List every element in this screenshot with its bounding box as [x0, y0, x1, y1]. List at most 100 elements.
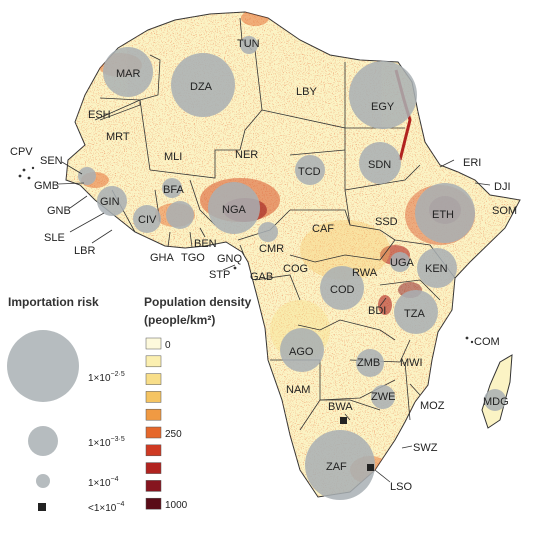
- risk-circle-mdg: [484, 389, 506, 411]
- risk-circle-sdn: [359, 142, 401, 184]
- label-gha: GHA: [150, 252, 175, 264]
- risk-legend-label-1: 1×10−3·5: [88, 436, 125, 449]
- label-zaf: ZAF: [326, 461, 347, 473]
- label-lso: LSO: [390, 481, 412, 493]
- label-dza: DZA: [190, 81, 213, 93]
- label-cod: COD: [330, 284, 355, 296]
- density-swatch-4: [145, 408, 162, 421]
- density-swatches: 0 250 1000: [145, 337, 188, 511]
- label-cpv: CPV: [10, 146, 33, 158]
- label-mdg: MDG: [483, 396, 509, 408]
- risk-legend-title: Importation risk: [8, 295, 99, 309]
- density-swatch-0: [145, 337, 162, 350]
- label-mrt: MRT: [106, 131, 130, 143]
- label-nga: NGA: [222, 204, 247, 216]
- risk-circle-bfa: [162, 178, 182, 198]
- risk-circle-zwe: [371, 385, 395, 409]
- density-legend-title: Population density: [144, 295, 252, 309]
- label-rwa: RWA: [352, 267, 378, 279]
- density-swatch-3: [145, 391, 162, 403]
- risk-circle-cmr: [258, 222, 278, 242]
- label-bwa: BWA: [328, 401, 353, 413]
- label-lbr: LBR: [74, 245, 95, 257]
- label-tza: TZA: [404, 308, 425, 320]
- importation-risk-legend: Importation risk 1×10−2·5 1×10−3·5 1×10−…: [7, 295, 125, 514]
- risk-circle-gha: [166, 201, 194, 229]
- density-swatch-7: [145, 462, 162, 474]
- risk-circle-uga: [390, 252, 410, 272]
- risk-circle-eth: [415, 183, 475, 243]
- label-mar: MAR: [116, 68, 141, 80]
- label-tgo: TGO: [181, 252, 205, 264]
- label-gnq: GNQ: [217, 253, 243, 265]
- label-com: COM: [474, 336, 500, 348]
- label-egy: EGY: [371, 101, 395, 113]
- label-civ: CIV: [138, 214, 157, 226]
- label-stp: STP: [209, 269, 230, 281]
- risk-legend-label-0: 1×10−2·5: [88, 371, 125, 384]
- label-bfa: BFA: [163, 184, 184, 196]
- risk-circle-zaf: [305, 430, 375, 500]
- density-swatch-1: [145, 355, 162, 368]
- risk-circle-tza: [394, 290, 438, 334]
- risk-circle-egy: [349, 61, 417, 129]
- density-swatch-label-5: 250: [165, 429, 182, 440]
- island-marks: [18, 166, 474, 344]
- label-ben: BEN: [194, 238, 217, 250]
- risk-legend-label-2: 1×10−4: [88, 476, 119, 489]
- risk-legend-circle-large: [7, 330, 79, 402]
- label-tun: TUN: [237, 38, 260, 50]
- risk-circle-nga: [208, 182, 260, 234]
- density-swatch-5: [145, 426, 162, 439]
- label-ken: KEN: [425, 263, 448, 275]
- risk-circle-civ: [133, 205, 161, 233]
- label-ago: AGO: [289, 346, 314, 358]
- label-ssd: SSD: [375, 216, 398, 228]
- density-swatch-8: [145, 480, 162, 492]
- risk-legend-circle-medium: [28, 426, 58, 456]
- risk-circle-cod: [320, 266, 364, 310]
- label-gin: GIN: [100, 196, 120, 208]
- density-swatch-label-9: 1000: [165, 500, 188, 511]
- label-caf: CAF: [312, 223, 334, 235]
- label-zwe: ZWE: [371, 391, 395, 403]
- country-labels: TUN MAR DZA LBY EGY ESH MRT MLI NER TCD …: [10, 38, 517, 493]
- risk-circle-dza: [171, 53, 235, 117]
- density-swatch-label-0: 0: [165, 340, 171, 351]
- population-density-legend: Population density (people/km²) 0 250 1000: [144, 295, 252, 511]
- label-mli: MLI: [164, 151, 182, 163]
- label-moz: MOZ: [420, 400, 445, 412]
- risk-circles: [78, 36, 506, 500]
- label-gab: GAB: [250, 271, 273, 283]
- risk-circle-zmb: [356, 349, 384, 377]
- label-sdn: SDN: [368, 159, 391, 171]
- label-uga: UGA: [390, 257, 415, 269]
- label-bdi: BDI: [368, 305, 386, 317]
- label-ner: NER: [235, 149, 258, 161]
- risk-square-bwa: [340, 417, 347, 424]
- label-tcd: TCD: [298, 166, 321, 178]
- risk-circle-ago: [280, 328, 324, 372]
- risk-legend-label-3: <1×10−4: [88, 501, 124, 514]
- density-swatch-9: [145, 497, 162, 510]
- risk-legend-circle-small: [36, 474, 50, 488]
- label-cmr: CMR: [259, 243, 284, 255]
- risk-circle-tun: [240, 36, 258, 54]
- density-swatch-6: [145, 444, 162, 457]
- risk-legend-square: [38, 503, 46, 511]
- risk-circle-mar: [103, 47, 153, 97]
- density-swatch-2: [145, 373, 162, 385]
- label-mwi: MWI: [400, 357, 423, 369]
- label-eth: ETH: [432, 209, 454, 221]
- risk-circle-ken: [417, 248, 457, 288]
- label-sen: SEN: [40, 155, 63, 167]
- label-cog: COG: [283, 263, 308, 275]
- density-legend-unit: (people/km²): [144, 313, 215, 327]
- label-sle: SLE: [44, 232, 65, 244]
- leader-lines: [57, 159, 491, 483]
- label-gnb: GNB: [47, 205, 71, 217]
- risk-circle-sen: [78, 167, 96, 185]
- risk-square-lso: [367, 464, 374, 471]
